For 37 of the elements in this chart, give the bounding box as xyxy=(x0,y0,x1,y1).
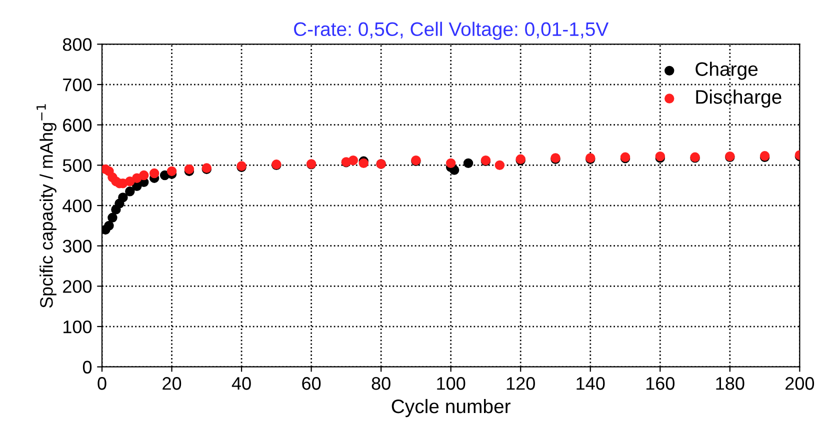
y-tick-label: 300 xyxy=(62,240,92,253)
y-axis-title: Spcific capacity / mAhg$^{−1}$ xyxy=(36,104,56,308)
point xyxy=(104,220,114,231)
y-tick-label: 600 xyxy=(63,118,92,132)
point xyxy=(149,168,160,178)
point xyxy=(125,176,135,186)
x-tick-label: 100 xyxy=(437,377,466,390)
x-tick-label: 80 xyxy=(372,377,390,390)
point xyxy=(108,212,118,222)
point xyxy=(446,158,456,168)
chart-title: C-rate: 0,5C, Cell Voltage: 0,01-1,5V xyxy=(294,22,609,40)
point xyxy=(139,170,149,180)
y-tick-label: 0 xyxy=(82,360,92,374)
point xyxy=(166,166,177,176)
x-tick-label: 0 xyxy=(98,377,106,390)
x-tick-label: 180 xyxy=(716,377,744,390)
x-tick-label: 60 xyxy=(302,377,321,390)
x-tick-label: 40 xyxy=(232,377,251,390)
y-tick-label: 100 xyxy=(64,320,92,334)
point xyxy=(463,158,474,168)
y-tick-label: 200 xyxy=(63,280,92,293)
x-tick-label: 20 xyxy=(162,377,182,390)
point xyxy=(125,186,135,196)
point xyxy=(348,155,358,166)
x-tick-label: 160 xyxy=(646,377,674,390)
x-axis-title: Cycle number xyxy=(392,398,510,418)
point xyxy=(118,192,128,202)
x-tick-label: 120 xyxy=(506,377,535,390)
y-tick-label: 800 xyxy=(62,38,92,51)
x-tick-label: 200 xyxy=(786,377,814,390)
y-tick-label: 500 xyxy=(62,159,92,172)
point xyxy=(494,160,505,170)
y-tick-label: 400 xyxy=(62,199,92,212)
y-tick-label: 700 xyxy=(63,78,92,92)
legend-label: Discharge xyxy=(696,90,782,108)
legend-label: Charge xyxy=(696,62,758,80)
x-tick-label: 140 xyxy=(576,377,605,390)
